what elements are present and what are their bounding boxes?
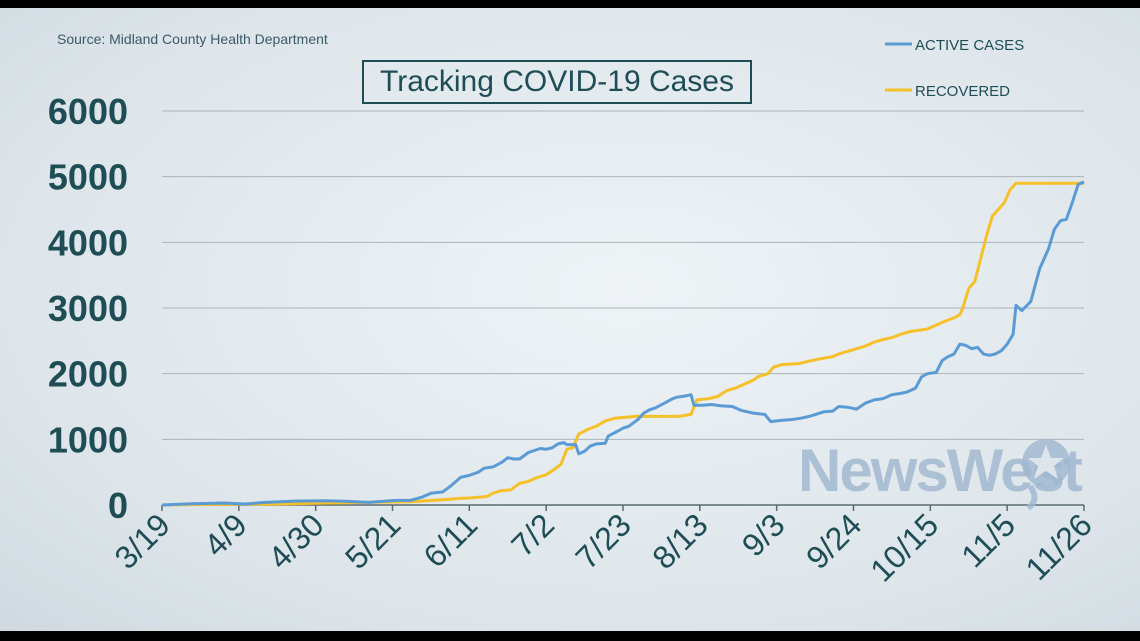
y-tick-label: 3000 <box>48 288 128 329</box>
star-icon <box>1022 439 1070 511</box>
series-line-recovered <box>161 181 1084 507</box>
legend-label: RECOVERED <box>915 83 1010 100</box>
x-tick-label: 8/13 <box>645 506 714 575</box>
y-axis: 0 1000 2000 3000 4000 5000 6000 <box>48 91 128 526</box>
y-tick-label: 0 <box>108 485 128 526</box>
x-axis: 3/19 4/9 4/30 5/21 6/11 7/2 7/23 8/13 9/3 9/2410/… <box>107 505 1099 589</box>
legend-label: ACTIVE CASES <box>915 37 1024 54</box>
x-tick-label: 11/26 <box>1019 506 1099 586</box>
x-tick-label: 4/9 <box>197 506 254 563</box>
chart-title-box: Tracking COVID-19 Cases <box>362 60 752 104</box>
chart-title: Tracking COVID-19 Cases <box>380 65 734 98</box>
y-tick-label: 2000 <box>48 354 128 395</box>
y-tick-label: 5000 <box>48 157 128 198</box>
x-tick-label: 11/5 <box>954 506 1022 574</box>
series-lines <box>161 180 1085 507</box>
y-tick-label: 1000 <box>48 419 128 460</box>
x-tick-label: 9/3 <box>735 506 792 563</box>
source-caption: Source: Midland County Health Department <box>57 31 328 47</box>
series-line-active-cases <box>161 180 1085 507</box>
x-tick-label: 10/15 <box>863 506 945 588</box>
x-tick-label: 7/23 <box>568 506 637 575</box>
y-tick-label: 4000 <box>48 222 128 263</box>
newswest-logo: NewsWest <box>798 437 1085 511</box>
x-tick-label: 9/24 <box>799 506 868 575</box>
legend: ACTIVE CASES RECOVERED <box>885 37 1024 100</box>
x-tick-label: 7/2 <box>504 506 561 563</box>
x-tick-label: 6/11 <box>416 506 484 574</box>
chart-graphic: Source: Midland County Health Department… <box>0 8 1140 631</box>
x-tick-label: 5/21 <box>338 506 407 575</box>
x-tick-label: 4/30 <box>261 506 330 575</box>
y-tick-label: 6000 <box>48 91 128 132</box>
